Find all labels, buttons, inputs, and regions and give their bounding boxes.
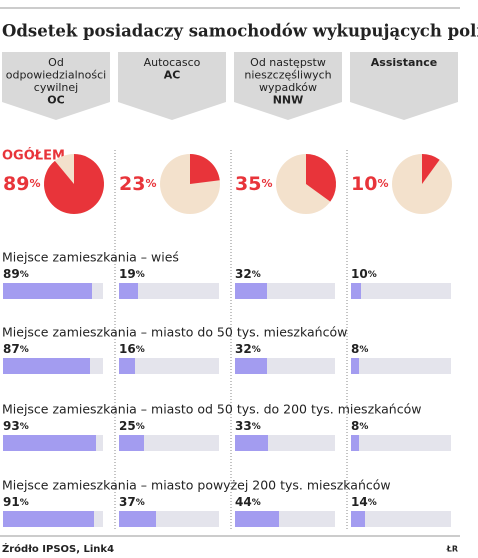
bar-value-label: 32%: [235, 342, 261, 356]
bar: [351, 511, 365, 527]
column-header-label: odpowiedzialności: [6, 69, 106, 82]
title: Odsetek posiadaczy samochodów wykupujący…: [2, 22, 478, 41]
group-label: Miejsce zamieszkania – wieś: [2, 250, 179, 265]
bar-track: [351, 283, 451, 299]
credit: ŁR: [446, 545, 458, 554]
column-header-label: wypadków: [259, 81, 317, 94]
bar-value-label: 8%: [351, 419, 368, 433]
bar-value-label: 14%: [351, 495, 377, 509]
column-header-code: AC: [164, 69, 181, 82]
bar-value-label: 10%: [351, 267, 377, 281]
column-header-box: [234, 52, 342, 120]
pie-value-label: 35%: [235, 173, 272, 195]
column-header-box: [118, 52, 226, 120]
column-header-box: [2, 52, 110, 120]
bar-value-label: 32%: [235, 267, 261, 281]
column-header-label: cywilnej: [34, 81, 78, 94]
bar-value-label: 89%: [3, 267, 29, 281]
bar: [119, 358, 135, 374]
bar-track: [351, 435, 451, 451]
bar-value-label: 8%: [351, 342, 368, 356]
group-label: Miejsce zamieszkania – miasto od 50 tys.…: [2, 402, 421, 417]
bar: [351, 283, 361, 299]
column-header-code: Assistance: [371, 56, 437, 69]
bar-value-label: 33%: [235, 419, 261, 433]
bar-value-label: 37%: [119, 495, 145, 509]
pie-value-label: 89%: [3, 173, 40, 195]
bar: [3, 511, 94, 527]
pie-slice: [306, 154, 337, 202]
bar: [235, 283, 267, 299]
bar-value-label: 44%: [235, 495, 261, 509]
source: Źródło IPSOS, Link4: [2, 542, 114, 555]
bar-value-label: 25%: [119, 419, 145, 433]
bar-value-label: 16%: [119, 342, 145, 356]
bar: [119, 511, 156, 527]
bar: [235, 358, 267, 374]
bar-track: [351, 358, 451, 374]
bar: [235, 511, 279, 527]
pie-slice: [422, 154, 440, 184]
bar: [119, 435, 144, 451]
bar-track: [119, 358, 219, 374]
bar: [3, 358, 90, 374]
pie-value-label: 10%: [351, 173, 388, 195]
column-header-label: nieszczęśliwych: [244, 69, 331, 82]
pie-value-label: 23%: [119, 173, 156, 195]
column-header-code: OC: [47, 94, 64, 107]
bar: [235, 435, 268, 451]
column-header-label: Od następstw: [250, 56, 326, 69]
group-label: Miejsce zamieszkania – miasto do 50 tys.…: [2, 325, 347, 340]
bar-value-label: 93%: [3, 419, 29, 433]
bar: [3, 435, 96, 451]
bar: [119, 283, 138, 299]
bar-track: [351, 511, 451, 527]
bar-value-label: 91%: [3, 495, 29, 509]
pie-slice: [43, 154, 104, 215]
column-header-label: Autocasco: [144, 56, 201, 69]
bar: [351, 358, 359, 374]
column-header-box: [350, 52, 458, 120]
pie-label: OGÓŁEM: [2, 148, 65, 164]
bar-value-label: 19%: [119, 267, 145, 281]
column-header-label: Od: [48, 56, 64, 69]
column-header-code: NNW: [273, 94, 304, 107]
bar: [351, 435, 359, 451]
bar-value-label: 87%: [3, 342, 29, 356]
pie-slice: [190, 154, 220, 184]
bar-track: [119, 283, 219, 299]
bar: [3, 283, 92, 299]
group-label: Miejsce zamieszkania – miasto powyżej 20…: [2, 478, 391, 493]
